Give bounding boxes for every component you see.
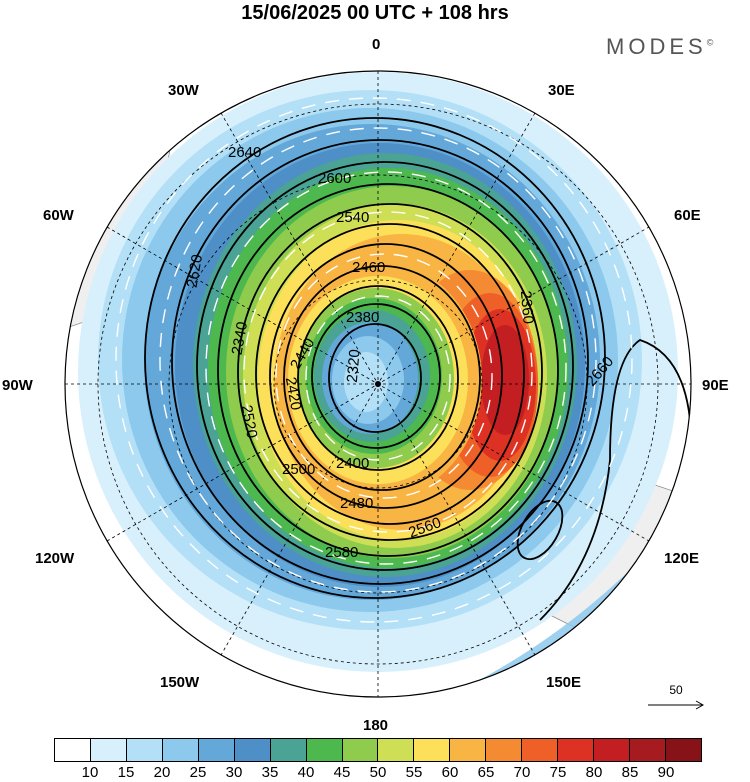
- colorbar-cell: [413, 739, 450, 761]
- longitude-labels: 0 30E 60E 90E 120E 150E 180 150W 120W 90…: [2, 36, 729, 734]
- contour-label: 2600: [318, 170, 351, 187]
- copyright-mark: ©: [706, 37, 714, 48]
- colorbar-cell: [305, 739, 342, 761]
- wind-vectors: [115, 97, 633, 623]
- longitude-label-120e: 120E: [664, 550, 699, 567]
- contour-label: 2340: [229, 320, 252, 356]
- map-title: 15/06/2025 00 UTC + 108 hrs: [241, 2, 509, 24]
- colorbar-cell: [377, 739, 414, 761]
- brand-name: MODES: [606, 34, 707, 59]
- colorbar-tick-label: 75: [549, 764, 567, 781]
- contour-label: 2380: [346, 309, 379, 326]
- colorbar-tick-label: 70: [513, 764, 531, 781]
- map-boundary: [64, 70, 692, 698]
- reference-vector-label: 50: [669, 683, 683, 697]
- longitude-label-90w: 90W: [2, 377, 34, 394]
- colorbar-tick-label: 15: [117, 764, 135, 781]
- colorbar-tick-label: 90: [657, 764, 675, 781]
- contour-label: 2520: [238, 404, 261, 440]
- contour-label: 2400: [336, 455, 369, 472]
- reference-arrow-icon: [648, 700, 705, 710]
- colorbar-tick-label: 85: [621, 764, 639, 781]
- longitude-label-90e: 90E: [702, 377, 729, 394]
- colorbar-cell: [485, 739, 522, 761]
- longitude-label-0: 0: [372, 36, 380, 53]
- longitude-label-150w: 150W: [160, 674, 200, 691]
- longitude-label-30w: 30W: [168, 82, 200, 99]
- colorbar-tick-label: 10: [81, 764, 99, 781]
- colorbar-cell: [161, 739, 198, 761]
- brand-logo: MODES©: [606, 34, 713, 60]
- colorbar-cell: [89, 739, 126, 761]
- colorbar-tick-label: 50: [369, 764, 387, 781]
- longitude-label-180: 180: [363, 717, 388, 734]
- colorbar-cell: [341, 739, 378, 761]
- colorbar-tick-label: 35: [261, 764, 279, 781]
- colorbar-ticks: 10 15 20 25 30 35 40 45 50 55 60 65 70 75 80 85 90: [54, 764, 702, 782]
- colorbar-tick-label: 55: [405, 764, 423, 781]
- longitude-label-150e: 150E: [546, 674, 581, 691]
- colorbar-cell: [557, 739, 594, 761]
- colorbar-tick-label: 45: [333, 764, 351, 781]
- contour-label: 2360: [517, 290, 537, 325]
- colorbar-cell: [55, 739, 90, 761]
- longitude-label-60w: 60W: [43, 207, 75, 224]
- colorbar-tick-label: 20: [153, 764, 171, 781]
- longitude-label-60e: 60E: [674, 207, 701, 224]
- colorbar-cell: [593, 739, 629, 761]
- colorbar-tick-label: 60: [441, 764, 459, 781]
- contour-label: 2540: [336, 209, 369, 226]
- contour-label: 2480: [340, 495, 373, 512]
- colorbar-cell: [664, 739, 701, 761]
- pole-marker: [375, 381, 381, 387]
- contour-label: 2460: [352, 259, 385, 276]
- colorbar-cell: [233, 739, 270, 761]
- colorbar-tick-label: 40: [297, 764, 315, 781]
- colorbar-cell: [629, 739, 665, 761]
- height-contours: [144, 117, 691, 651]
- longitude-label-30e: 30E: [548, 82, 575, 99]
- contour-labels: 2640 2600 2620 2540 2460 2380 2440 2580 …: [184, 144, 618, 561]
- colorbar-cell: [449, 739, 486, 761]
- colorbar-cell: [269, 739, 306, 761]
- colorbar-tick-label: 80: [585, 764, 603, 781]
- contour-label: 2420: [282, 376, 305, 412]
- longitude-label-120w: 120W: [35, 550, 75, 567]
- contour-label: 2640: [228, 144, 261, 161]
- colorbar-tick-label: 65: [477, 764, 495, 781]
- contour-label: 2580: [325, 544, 358, 561]
- wind-speed-shading: [65, 71, 691, 697]
- colorbar-cell: [521, 739, 558, 761]
- contour-label: 2620: [184, 253, 207, 289]
- colorbar-cell: [197, 739, 234, 761]
- reference-vector: 50: [646, 683, 706, 713]
- colorbar-tick-label: 25: [189, 764, 207, 781]
- colorbar-tick-label: 30: [225, 764, 243, 781]
- contour-label: 2320: [344, 349, 364, 384]
- colorbar: [54, 738, 702, 762]
- colorbar-cell: [125, 739, 162, 761]
- contour-label: 2500: [282, 461, 315, 478]
